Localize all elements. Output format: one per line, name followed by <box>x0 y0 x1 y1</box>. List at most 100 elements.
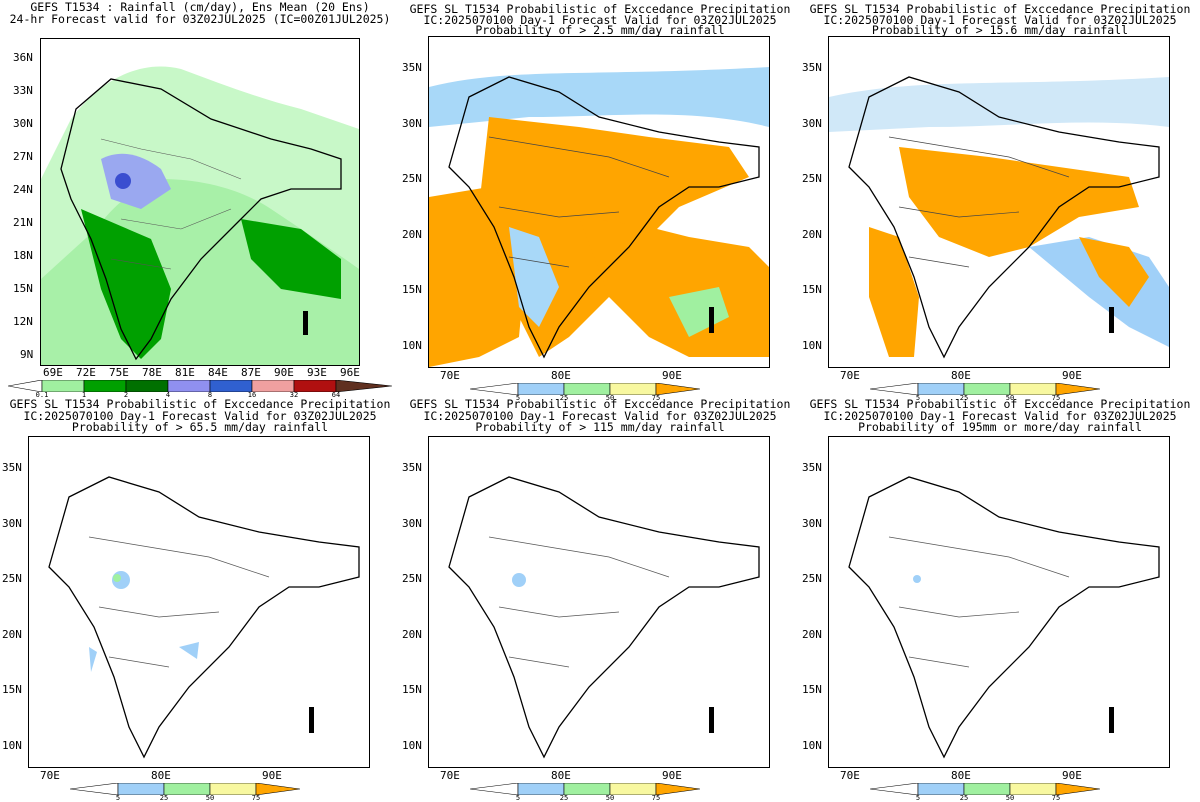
y-tick-label: 10N <box>802 339 822 352</box>
colorbar-label: 75 <box>251 794 261 802</box>
y-tick-label: 15N <box>802 283 822 296</box>
y-tick-label: 9N <box>20 348 34 361</box>
x-tick-label: 87E <box>241 366 261 379</box>
colorbar-label: 25 <box>959 394 969 402</box>
x-tick-label: 90E <box>262 769 282 782</box>
panel-title-line-1: GEFS SL T1534 Probabilistic of Exccedanc… <box>809 397 1191 411</box>
colorbar-label: 32 <box>289 391 299 399</box>
colorbar-swatches <box>470 783 700 795</box>
y-tick-label: 10N <box>802 739 822 752</box>
colorbar-label: 5 <box>515 794 521 802</box>
panel-title-line-2: IC:2025070100 Day-1 Forecast Valid for 0… <box>823 409 1177 423</box>
probability-map-graphic <box>29 437 369 767</box>
x-tick-label: 70E <box>440 769 460 782</box>
y-tick-label: 20N <box>402 628 422 641</box>
y-tick-label: 24N <box>13 183 33 196</box>
y-tick-label: 30N <box>402 117 422 130</box>
y-tick-label: 35N <box>802 461 822 474</box>
colorbar-label: 50 <box>1005 794 1015 802</box>
probability-map-graphic <box>429 437 769 767</box>
colorbar-label: 25 <box>559 394 569 402</box>
map-area <box>828 436 1170 768</box>
panel-ensemble-mean-rainfall: GEFS T1534 : Rainfall (cm/day), Ens Mean… <box>0 0 400 400</box>
x-tick-label: 70E <box>40 769 60 782</box>
colorbar-label: 25 <box>559 794 569 802</box>
y-tick-label: 33N <box>13 84 33 97</box>
panel-title-line-2: IC:2025070100 Day-1 Forecast Valid for 0… <box>423 409 777 423</box>
map-area <box>428 36 770 368</box>
colorbar-label: 5 <box>115 794 121 802</box>
y-tick-label: 15N <box>802 683 822 696</box>
y-tick-label: 15N <box>402 683 422 696</box>
y-tick-label: 20N <box>402 228 422 241</box>
x-tick-label: 72E <box>76 366 96 379</box>
colorbar-label: 75 <box>1051 394 1061 402</box>
colorbar-swatches <box>870 783 1100 795</box>
y-tick-label: 35N <box>402 61 422 74</box>
x-tick-label: 90E <box>662 369 682 382</box>
panel-prob-195mm: GEFS SL T1534 Probabilistic of Exccedanc… <box>800 397 1200 802</box>
y-tick-label: 30N <box>13 117 33 130</box>
y-tick-label: 20N <box>802 228 822 241</box>
colorbar-swatches <box>70 783 300 795</box>
y-tick-label: 15N <box>402 283 422 296</box>
y-tick-label: 21N <box>13 216 33 229</box>
y-tick-label: 10N <box>402 339 422 352</box>
colorbar-label: 50 <box>605 394 615 402</box>
colorbar-label: 5 <box>915 794 921 802</box>
colorbar: 5 25 50 75 <box>70 783 300 802</box>
colorbar: 5 25 50 75 <box>470 383 700 402</box>
y-tick-label: 25N <box>402 572 422 585</box>
panel-title-line-3: Probability of > 115 mm/day rainfall <box>475 420 725 434</box>
x-tick-label: 80E <box>551 769 571 782</box>
x-tick-label: 69E <box>43 366 63 379</box>
probability-map-graphic <box>829 437 1169 767</box>
colorbar: 5 25 50 75 <box>870 383 1100 402</box>
y-tick-label: 30N <box>802 517 822 530</box>
x-tick-label: 90E <box>1062 769 1082 782</box>
map-area <box>428 436 770 768</box>
map-area <box>28 436 370 768</box>
colorbar-label: 2 <box>123 391 129 399</box>
map-area <box>828 36 1170 368</box>
colorbar: 5 25 50 75 <box>470 783 700 802</box>
y-tick-label: 25N <box>802 172 822 185</box>
colorbar-label: 25 <box>159 794 169 802</box>
panel-title-line-1: GEFS SL T1534 Probabilistic of Exccedanc… <box>9 397 391 411</box>
colorbar: 5 25 50 75 <box>870 783 1100 802</box>
x-tick-label: 75E <box>109 366 129 379</box>
y-tick-label: 27N <box>13 150 33 163</box>
panel-title-line-3: Probability of > 65.5 mm/day rainfall <box>71 420 329 434</box>
y-tick-label: 12N <box>13 315 33 328</box>
colorbar-label: 50 <box>605 794 615 802</box>
panel-title-line-1: GEFS T1534 : Rainfall (cm/day), Ens Mean… <box>30 0 370 14</box>
y-tick-label: 35N <box>402 461 422 474</box>
y-tick-label: 35N <box>2 461 22 474</box>
x-tick-label: 84E <box>208 366 228 379</box>
y-tick-label: 15N <box>2 683 22 696</box>
colorbar-label: 5 <box>515 394 521 402</box>
x-tick-label: 70E <box>440 369 460 382</box>
colorbar-label: 50 <box>1005 394 1015 402</box>
panel-prob-65-5mm: GEFS SL T1534 Probabilistic of Exccedanc… <box>0 397 400 802</box>
x-tick-label: 90E <box>1062 369 1082 382</box>
y-tick-label: 30N <box>2 517 22 530</box>
colorbar-label: 50 <box>205 794 215 802</box>
y-tick-label: 15N <box>13 282 33 295</box>
colorbar-label: 4 <box>165 391 171 399</box>
panel-prob-15-6mm: GEFS SL T1534 Probabilistic of Exccedanc… <box>800 0 1200 402</box>
panel-title-line-3: Probability of > 2.5 mm/day rainfall <box>475 23 725 37</box>
y-tick-label: 25N <box>2 572 22 585</box>
x-tick-label: 78E <box>142 366 162 379</box>
x-tick-label: 96E <box>340 366 360 379</box>
y-tick-label: 36N <box>13 51 33 64</box>
panel-title-line-1: GEFS SL T1534 Probabilistic of Exccedanc… <box>409 397 791 411</box>
x-tick-label: 93E <box>307 366 327 379</box>
colorbar-label: 75 <box>651 794 661 802</box>
x-tick-label: 70E <box>840 369 860 382</box>
y-tick-label: 18N <box>13 249 33 262</box>
x-tick-label: 90E <box>662 769 682 782</box>
x-tick-label: 81E <box>175 366 195 379</box>
colorbar-label: 64 <box>331 391 341 399</box>
panel-title-line-2: 24-hr Forecast valid for 03Z02JUL2025 (I… <box>9 12 391 26</box>
